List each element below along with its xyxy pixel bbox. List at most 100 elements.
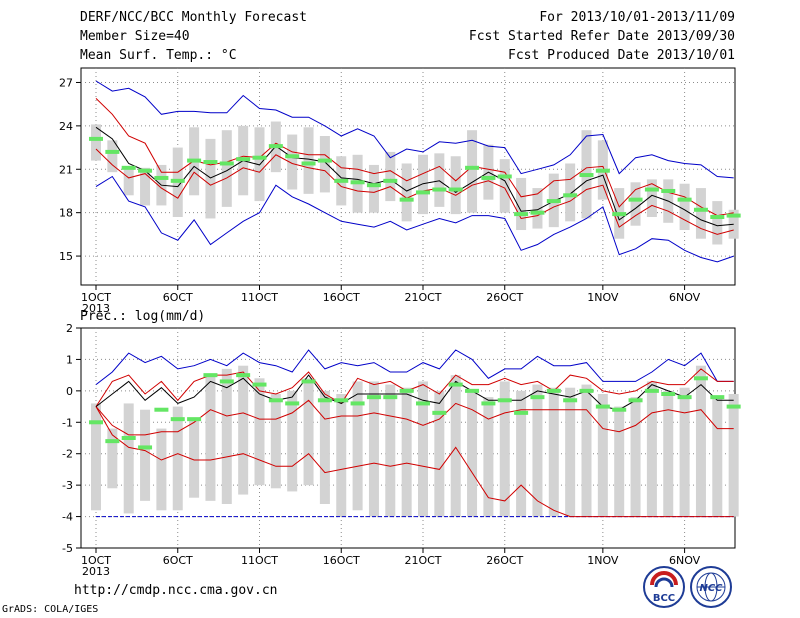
observation-marker [399,388,414,393]
ensemble-box [548,387,559,517]
y-tick-label: 15 [59,250,73,263]
observation-marker [285,401,300,406]
ensemble-box [205,138,216,219]
ensemble-box [336,394,347,517]
precipitation-panel-title: Prec.: log(mm/d) [80,309,206,324]
upper-spread-line [95,368,734,407]
ensemble-box [614,406,625,517]
upper-spread-line [95,98,734,217]
ensemble-box [646,179,657,218]
ensemble-box [499,159,510,213]
ensemble-box [499,381,510,517]
forecast-produced-date-label: Fcst Produced Date 2013/10/01 [508,48,735,63]
ensemble-box [368,381,379,517]
observation-marker [579,173,594,178]
observation-marker [416,190,430,195]
ensemble-box [630,397,641,517]
observation-marker [546,199,561,204]
ensemble-box [107,428,118,489]
observation-marker [726,213,741,218]
ensemble-box [270,394,281,489]
x-tick-label: 11OCT [241,554,278,567]
ensemble-box [565,163,576,222]
y-tick-label: 2 [66,322,73,335]
x-tick-label: 6OCT [163,554,193,567]
observation-marker [644,388,659,393]
ensemble-box [401,387,412,517]
observation-marker [170,417,185,422]
observation-marker [448,187,463,192]
observation-marker [514,410,529,415]
ensemble-box [679,183,690,231]
ensemble-box [712,201,723,245]
observation-marker [677,197,692,202]
observation-marker [726,404,741,409]
observation-marker [432,410,447,415]
ensemble-box [221,368,232,504]
ncc-logo-text: NCC [699,583,723,594]
observation-marker [693,207,708,212]
ensemble-box [385,384,396,517]
observation-marker [89,136,103,141]
observation-marker [465,165,480,170]
x-tick-label: 1NOV [587,291,619,304]
observation-marker [105,439,120,444]
observation-marker [416,401,430,406]
ensemble-box [172,406,183,511]
ensemble-box [728,394,739,517]
observation-marker [89,420,103,425]
x-tick-label: 26OCT [486,554,523,567]
ensemble-box [156,428,167,511]
observation-marker [350,401,365,406]
y-tick-label: -3 [62,479,73,492]
x-year-label: 2013 [82,565,110,578]
ensemble-box [319,390,330,504]
y-tick-label: -2 [62,448,73,461]
ensemble-box [434,390,445,517]
source-url[interactable]: http://cmdp.ncc.cma.gov.cn [74,583,278,598]
ensemble-box [532,188,543,229]
observation-marker [432,187,447,192]
observation-marker [317,158,332,163]
observation-marker [448,382,463,387]
ensemble-box [712,397,723,517]
observation-marker [187,158,202,163]
y-tick-label: 24 [59,120,73,133]
ensemble-box [238,365,249,495]
observation-marker [530,210,545,215]
observation-marker [661,392,676,396]
observation-marker [677,395,692,400]
x-tick-label: 6NOV [669,291,701,304]
x-year-label: 2013 [82,302,110,315]
ensemble-box [467,390,478,517]
y-tick-label: -5 [62,542,73,555]
forecast-period-label: For 2013/10/01-2013/11/09 [539,10,735,25]
forecast-start-date-label: Fcst Started Refer Date 2013/09/30 [468,29,735,44]
ensemble-box [189,419,200,498]
ensemble-box [319,135,330,193]
ncc-logo: NCC [690,566,732,608]
observation-marker [710,395,725,400]
observation-marker [317,398,332,403]
ensemble-box [140,167,151,206]
observation-marker [301,161,316,166]
observation-marker [154,175,169,180]
ensemble-box [385,151,396,202]
observation-marker [497,398,512,403]
ensemble-box [565,387,576,517]
ensemble-box [663,390,674,517]
observation-marker [579,388,594,393]
y-tick-label: 0 [66,385,73,398]
ensemble-box [630,182,641,226]
ensemble-box [483,397,494,517]
observation-marker [595,168,610,173]
x-tick-label: 6NOV [669,554,701,567]
ensemble-mean-line [95,374,734,411]
ensemble-box [695,365,706,517]
observation-marker [514,212,529,217]
observation-marker [530,395,545,400]
x-tick-label: 1NOV [587,554,619,567]
observation-marker [252,155,267,160]
